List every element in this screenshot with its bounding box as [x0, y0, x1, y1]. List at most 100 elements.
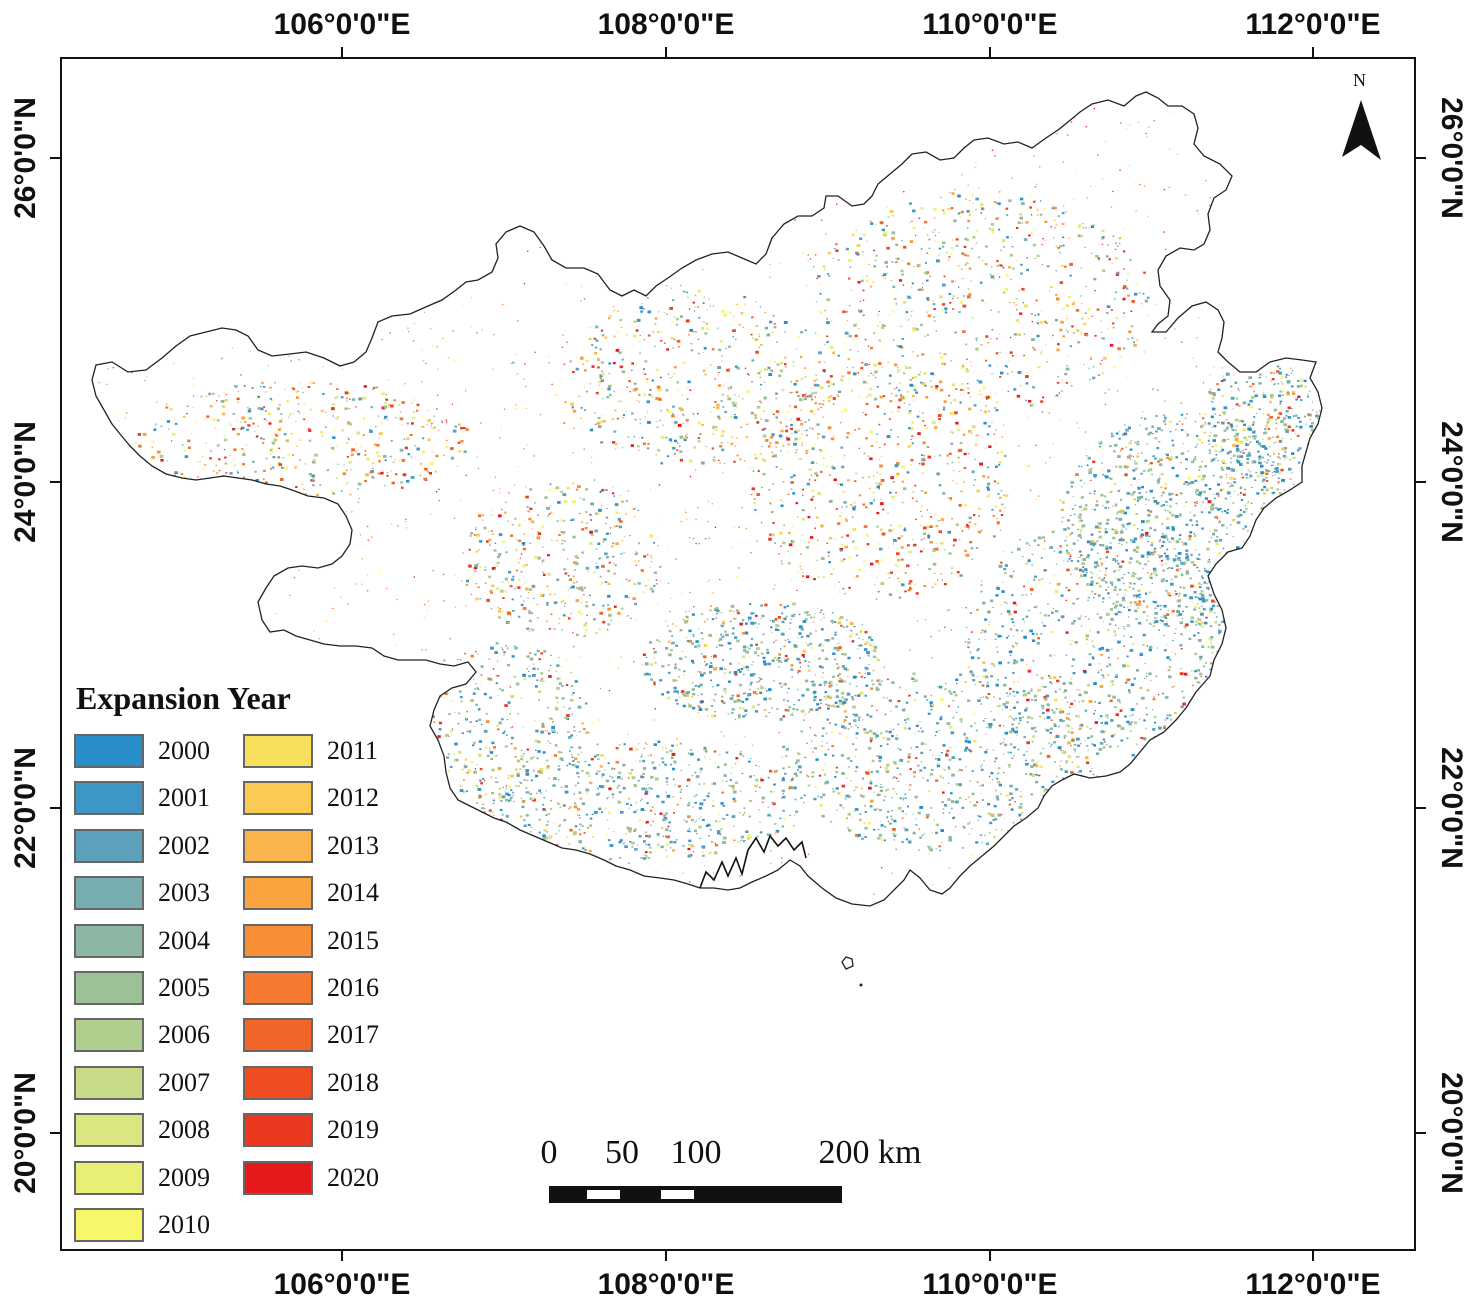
expansion-pixel	[1149, 527, 1152, 530]
expansion-pixel	[596, 793, 600, 796]
expansion-pixel	[940, 518, 945, 522]
expansion-pixel	[994, 818, 997, 821]
expansion-pixel	[1230, 461, 1232, 464]
expansion-pixel	[1180, 667, 1182, 670]
expansion-pixel	[1076, 714, 1080, 718]
expansion-pixel	[1176, 600, 1178, 602]
expansion-pixel	[736, 639, 740, 643]
expansion-pixel	[1276, 583, 1280, 586]
expansion-pixel	[1133, 498, 1136, 501]
expansion-pixel	[943, 400, 947, 403]
expansion-pixel	[1093, 542, 1097, 546]
expansion-pixel	[926, 279, 929, 282]
expansion-pixel	[1118, 465, 1123, 469]
expansion-pixel	[1020, 202, 1025, 206]
expansion-pixel	[635, 748, 639, 751]
expansion-pixel	[1042, 707, 1044, 709]
expansion-pixel	[667, 664, 670, 666]
expansion-pixel	[638, 437, 640, 439]
expansion-pixel	[914, 679, 918, 682]
expansion-pixel	[894, 791, 896, 793]
expansion-pixel	[741, 632, 745, 635]
expansion-pixel	[1055, 775, 1058, 778]
expansion-pixel	[1160, 555, 1163, 558]
expansion-pixel	[1136, 577, 1139, 580]
expansion-pixel	[553, 754, 558, 757]
expansion-pixel	[1134, 441, 1137, 444]
expansion-pixel	[1292, 538, 1296, 541]
expansion-pixel	[1064, 539, 1067, 542]
expansion-pixel	[1131, 714, 1134, 716]
expansion-pixel	[888, 699, 892, 702]
expansion-pixel	[615, 760, 620, 764]
expansion-pixel	[748, 760, 751, 763]
expansion-pixel	[643, 857, 647, 860]
expansion-pixel	[906, 295, 911, 299]
expansion-pixel	[971, 558, 973, 560]
expansion-pixel	[987, 495, 990, 498]
expansion-pixel	[1039, 612, 1042, 614]
expansion-pixel	[1006, 214, 1009, 216]
expansion-pixel	[802, 719, 805, 721]
expansion-pixel	[1025, 221, 1029, 224]
expansion-pixel	[653, 650, 657, 654]
expansion-pixel	[608, 385, 612, 388]
expansion-pixel	[1098, 441, 1103, 445]
expansion-pixel	[1067, 331, 1069, 333]
expansion-pixel	[940, 197, 942, 198]
expansion-pixel	[1043, 614, 1047, 617]
expansion-pixel	[754, 651, 758, 654]
expansion-pixel	[962, 295, 965, 297]
expansion-pixel	[994, 760, 996, 763]
expansion-pixel	[634, 848, 637, 851]
expansion-pixel	[791, 714, 794, 716]
expansion-pixel	[846, 692, 851, 696]
expansion-pixel	[848, 277, 851, 280]
expansion-pixel	[780, 504, 784, 507]
expansion-pixel	[846, 757, 851, 760]
expansion-pixel	[1167, 592, 1171, 595]
expansion-pixel	[1121, 433, 1125, 436]
expansion-pixel	[625, 578, 628, 580]
expansion-pixel	[711, 618, 715, 621]
expansion-pixel	[822, 613, 825, 615]
expansion-pixel	[1137, 486, 1141, 490]
expansion-pixel	[1161, 544, 1164, 548]
expansion-pixel	[1112, 536, 1116, 540]
expansion-pixel	[573, 561, 577, 565]
expansion-pixel	[939, 356, 944, 359]
expansion-pixel	[1163, 649, 1167, 652]
expansion-pixel	[1273, 471, 1276, 473]
expansion-pixel	[759, 376, 762, 379]
expansion-pixel	[771, 511, 774, 513]
expansion-pixel	[805, 434, 808, 437]
expansion-pixel	[1100, 562, 1104, 565]
expansion-pixel	[1101, 440, 1103, 442]
expansion-pixel	[1100, 331, 1102, 333]
expansion-pixel	[997, 780, 1001, 784]
expansion-pixel	[819, 386, 824, 390]
expansion-pixel	[974, 722, 977, 724]
expansion-pixel	[1055, 297, 1060, 301]
expansion-pixel	[1226, 618, 1229, 621]
expansion-pixel	[859, 644, 862, 647]
expansion-pixel	[883, 413, 886, 415]
expansion-pixel	[1025, 594, 1028, 596]
expansion-pixel	[761, 796, 766, 800]
expansion-pixel	[858, 328, 860, 330]
expansion-pixel	[1017, 722, 1021, 725]
expansion-pixel	[1214, 539, 1218, 543]
expansion-pixel	[543, 797, 545, 799]
expansion-pixel	[884, 766, 889, 770]
expansion-pixel	[1284, 498, 1287, 501]
expansion-pixel	[1092, 376, 1096, 380]
expansion-pixel	[936, 259, 940, 263]
expansion-pixel	[1102, 236, 1105, 239]
expansion-pixel	[1098, 577, 1101, 579]
expansion-pixel	[727, 680, 731, 683]
expansion-pixel	[1225, 427, 1229, 430]
expansion-pixel	[1059, 675, 1062, 678]
expansion-pixel	[732, 627, 735, 630]
expansion-pixel	[716, 646, 718, 648]
expansion-pixel	[1180, 562, 1184, 565]
